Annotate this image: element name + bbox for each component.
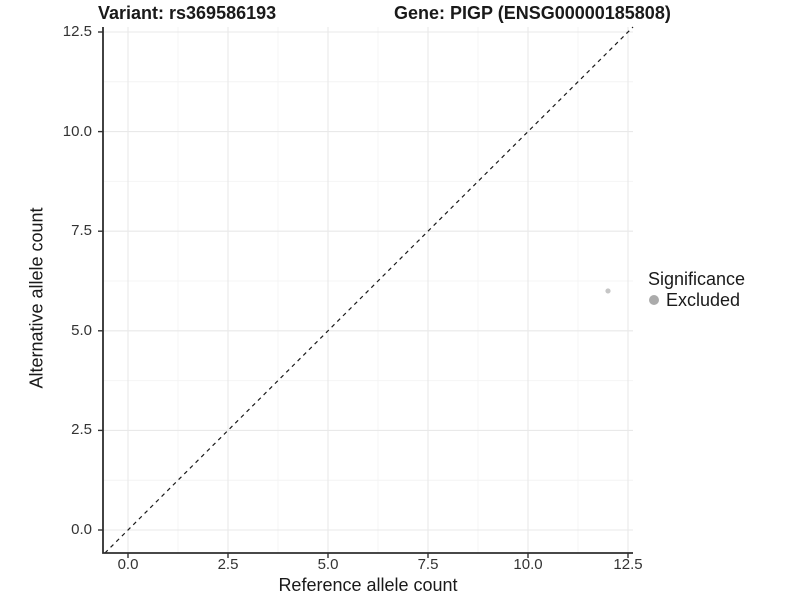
y-tick-label: 12.5 (62, 23, 92, 40)
plot-title-gene: Gene: PIGP (ENSG00000185808) (394, 3, 671, 23)
x-tick-label: 10.0 (513, 556, 543, 573)
x-tick-label: 0.0 (117, 556, 139, 573)
x-tick-label: 12.5 (613, 556, 643, 573)
y-tick-label: 2.5 (71, 421, 92, 439)
y-tick-label: 0.0 (71, 521, 92, 538)
y-tick-label: 10.0 (62, 122, 92, 140)
legend: Significance Excluded (648, 269, 746, 310)
x-tick-label: 7.5 (417, 556, 439, 573)
legend-title: Significance (648, 269, 746, 289)
x-tick-label: 5.0 (317, 556, 339, 573)
y-tick-label: 5.0 (71, 321, 92, 339)
legend-point-icon (649, 295, 659, 305)
x-tick-label: 2.5 (217, 556, 239, 573)
legend-entry-label: Excluded (666, 289, 741, 310)
x-axis-title: Reference allele count (278, 575, 458, 595)
legend-entry-excluded: Excluded (648, 289, 745, 310)
plot-title-variant: Variant: rs369586193 (98, 3, 277, 23)
y-tick-label: 7.5 (71, 222, 92, 240)
